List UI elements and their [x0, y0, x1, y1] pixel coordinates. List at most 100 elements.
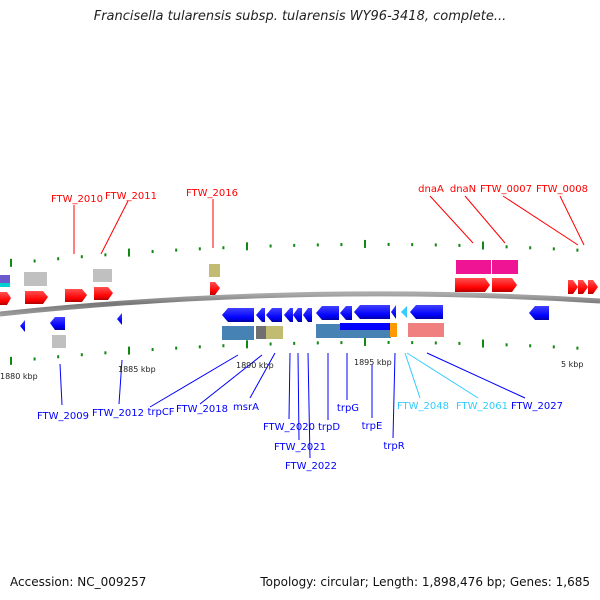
feature-gray[interactable]: [52, 335, 66, 348]
feature-gray[interactable]: [24, 272, 47, 286]
gene-label[interactable]: trpG: [337, 403, 359, 414]
feature-misc[interactable]: [0, 283, 10, 287]
reverse-gene[interactable]: [293, 308, 302, 322]
gene-label[interactable]: FTW_2022: [285, 461, 337, 472]
reverse-gene[interactable]: [117, 313, 122, 325]
minor-tick: [576, 248, 579, 252]
feature-gray[interactable]: [93, 269, 112, 282]
reverse-gene[interactable]: [529, 306, 549, 320]
minor-tick: [104, 253, 107, 257]
forward-gene[interactable]: [588, 280, 598, 294]
label-leaders: [59, 195, 585, 459]
gene-label[interactable]: FTW_0007: [480, 184, 532, 195]
gene-label[interactable]: FTW_2012: [92, 408, 144, 419]
minor-tick: [340, 243, 343, 247]
gene-label[interactable]: trpR: [383, 441, 404, 452]
forward-gene[interactable]: [455, 278, 490, 292]
reverse-gene-highlight[interactable]: [401, 306, 407, 318]
minor-tick: [505, 343, 508, 347]
feature-khaki[interactable]: [266, 326, 283, 339]
feature-pink[interactable]: [492, 260, 518, 274]
minor-tick: [175, 248, 178, 252]
minor-tick: [411, 341, 414, 345]
gene-label[interactable]: trpD: [318, 422, 340, 433]
major-tick: [246, 242, 248, 251]
major-tick: [128, 248, 130, 257]
minor-tick: [293, 243, 296, 247]
minor-tick: [33, 259, 36, 263]
forward-gene[interactable]: [25, 291, 48, 304]
minor-tick: [80, 255, 83, 259]
reverse-gene[interactable]: [50, 317, 65, 330]
forward-gene[interactable]: [94, 287, 113, 300]
reverse-gene[interactable]: [340, 306, 352, 320]
feature-misc[interactable]: [0, 275, 10, 287]
gene-label[interactable]: FTW_2020: [263, 422, 315, 433]
major-tick: [10, 356, 12, 365]
minor-tick: [529, 246, 532, 250]
gene-label[interactable]: FTW_2027: [511, 401, 563, 412]
minor-tick: [104, 351, 107, 355]
gene-label[interactable]: FTW_2018: [176, 404, 228, 415]
major-tick: [364, 239, 366, 248]
genome-title: Francisella tularensis subsp. tularensis…: [93, 9, 507, 24]
forward-gene[interactable]: [65, 289, 87, 302]
gene-label[interactable]: trpE: [362, 421, 383, 432]
feature-salmon[interactable]: [408, 323, 444, 337]
forward-gene[interactable]: [578, 280, 588, 294]
minor-tick: [411, 243, 414, 247]
gene-label[interactable]: FTW_2048: [397, 401, 449, 412]
minor-tick: [529, 344, 532, 348]
reverse-gene[interactable]: [20, 320, 25, 332]
gene-label[interactable]: dnaA: [418, 184, 444, 195]
gene-label[interactable]: FTW_2021: [274, 442, 326, 453]
feature-steelblue[interactable]: [222, 326, 254, 340]
reverse-gene[interactable]: [303, 308, 312, 322]
feature-pink[interactable]: [456, 260, 491, 274]
minor-tick: [552, 345, 555, 349]
minor-tick: [434, 341, 437, 345]
minor-tick: [198, 247, 201, 251]
feature-blue[interactable]: [340, 323, 390, 330]
scale-label: 5 kbp: [561, 360, 583, 369]
genome-backbone: [0, 291, 600, 317]
gene-label[interactable]: FTW_2061: [456, 401, 508, 412]
reverse-gene[interactable]: [410, 305, 443, 319]
gene-label[interactable]: trpCF: [147, 407, 174, 418]
scale-ticks: [10, 239, 579, 365]
major-tick: [246, 340, 248, 349]
reverse-gene[interactable]: [354, 305, 390, 319]
forward-gene[interactable]: [0, 292, 11, 305]
minor-tick: [552, 247, 555, 251]
minor-tick: [387, 242, 390, 246]
minor-tick: [576, 346, 579, 350]
reverse-gene[interactable]: [284, 308, 293, 322]
gene-label[interactable]: FTW_2010: [51, 194, 103, 205]
forward-gene[interactable]: [492, 278, 517, 292]
reverse-gene[interactable]: [391, 305, 396, 319]
gene-label[interactable]: FTW_0008: [536, 184, 588, 195]
gene-label[interactable]: msrA: [233, 402, 259, 413]
feature-khaki[interactable]: [209, 264, 220, 277]
accession: Accession: NC_009257: [10, 575, 147, 589]
minor-tick: [293, 341, 296, 345]
scale-labels: 1880 kbp 1885 kbp 1890 kbp 1895 kbp 5 kb…: [0, 358, 583, 381]
forward-gene[interactable]: [568, 280, 578, 294]
feature-orange[interactable]: [390, 323, 397, 337]
minor-tick: [57, 257, 60, 261]
minor-tick: [222, 344, 225, 348]
gene-label[interactable]: dnaN: [450, 184, 476, 195]
gene-label[interactable]: FTW_2016: [186, 188, 238, 199]
major-tick: [364, 337, 366, 346]
reverse-gene[interactable]: [256, 308, 265, 322]
gene-label[interactable]: FTW_2009: [37, 411, 89, 422]
forward-gene[interactable]: [210, 282, 220, 295]
gene-label[interactable]: FTW_2011: [105, 191, 157, 202]
reverse-gene[interactable]: [316, 306, 339, 320]
reverse-gene[interactable]: [222, 308, 254, 322]
minor-tick: [80, 353, 83, 357]
minor-tick: [57, 355, 60, 359]
reverse-gene[interactable]: [266, 308, 282, 322]
feature-darkgray[interactable]: [256, 326, 266, 339]
